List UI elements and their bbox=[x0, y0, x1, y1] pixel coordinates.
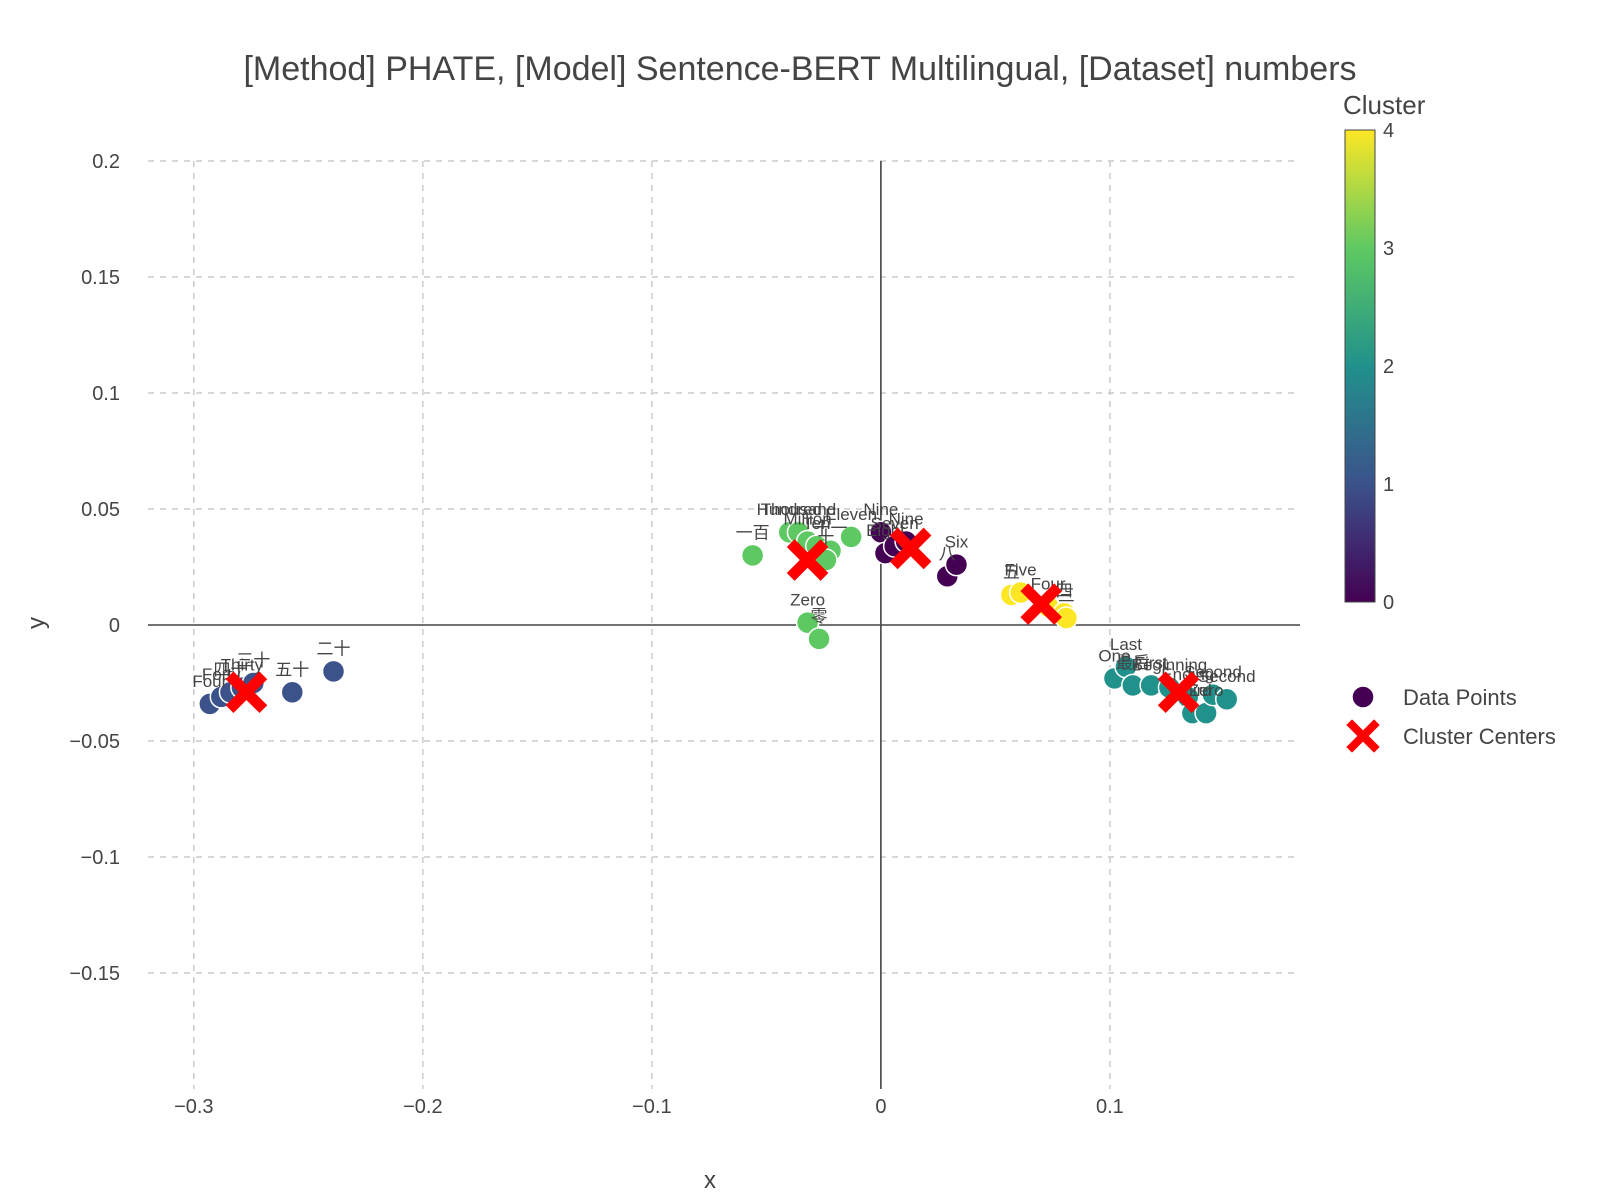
x-axis-title: x bbox=[704, 1167, 716, 1194]
point-label: 四 bbox=[1056, 581, 1073, 600]
point-label: Thirty bbox=[221, 656, 264, 675]
point-label: 零 bbox=[811, 607, 828, 626]
x-tick-label: −0.1 bbox=[632, 1096, 671, 1118]
colorbar-tick-label: 4 bbox=[1383, 120, 1394, 142]
cluster-centers bbox=[225, 527, 1200, 714]
point-label: Last bbox=[1110, 635, 1142, 654]
point-label: 五 bbox=[1003, 563, 1020, 582]
point-label: 四十 bbox=[213, 660, 247, 679]
colorbar-tick-label: 3 bbox=[1383, 238, 1394, 260]
colorbar: Cluster 0 1 2 3 4 bbox=[1343, 90, 1426, 614]
y-axis-title: y bbox=[23, 617, 50, 629]
x-tick-label: −0.2 bbox=[403, 1096, 442, 1118]
data-point[interactable] bbox=[944, 552, 969, 577]
point-label: Five bbox=[1005, 561, 1037, 580]
data-point[interactable] bbox=[795, 610, 820, 635]
x-tick-label: −0.3 bbox=[174, 1096, 213, 1118]
y-tick-label: −0.1 bbox=[81, 847, 120, 869]
colorbar-title: Cluster bbox=[1343, 90, 1426, 120]
y-tick-label: 0.2 bbox=[92, 151, 120, 173]
data-points bbox=[198, 520, 1239, 725]
point-label: Beginning bbox=[1132, 656, 1208, 675]
colorbar-gradient bbox=[1344, 129, 1376, 603]
point-label: 十一 bbox=[813, 519, 847, 538]
cluster-center-marker[interactable] bbox=[1157, 671, 1200, 714]
y-tick-label: 0.1 bbox=[92, 383, 120, 405]
point-label: Four bbox=[192, 672, 227, 691]
data-point[interactable] bbox=[321, 659, 346, 684]
point-label: 一百 bbox=[736, 523, 770, 542]
legend-item-data-points[interactable]: Data Points bbox=[1351, 685, 1517, 710]
cluster-center-marker[interactable] bbox=[225, 671, 268, 714]
grid bbox=[148, 160, 1300, 1089]
point-label: Thousand bbox=[761, 500, 837, 519]
point-label: 二十 bbox=[317, 639, 351, 658]
legend-item-cluster-centers[interactable]: Cluster Centers bbox=[1346, 719, 1556, 753]
legend-label-data-points: Data Points bbox=[1403, 685, 1517, 710]
point-label: Nine bbox=[889, 509, 924, 528]
point-label: Second bbox=[1184, 663, 1242, 682]
point-label: Hundred bbox=[757, 500, 822, 519]
data-point[interactable] bbox=[740, 543, 765, 568]
colorbar-tick-label: 0 bbox=[1383, 592, 1394, 614]
y-axis-ticks: −0.15 −0.1 −0.05 0 0.05 0.1 0.15 0.2 bbox=[69, 151, 120, 985]
x-tick-label: 0.1 bbox=[1096, 1096, 1124, 1118]
point-label: First bbox=[1135, 653, 1168, 672]
point-label: 八 bbox=[939, 544, 956, 563]
cluster-center-marker[interactable] bbox=[786, 539, 829, 581]
point-label: Eleven bbox=[825, 505, 877, 524]
cluster-center-marker[interactable] bbox=[889, 527, 932, 570]
y-tick-label: −0.15 bbox=[69, 963, 120, 985]
point-label: Ten bbox=[803, 514, 830, 533]
point-label: 五十 bbox=[275, 660, 309, 679]
point-label: Six bbox=[945, 533, 969, 552]
x-axis-ticks: −0.3 −0.2 −0.1 0 0.1 bbox=[174, 1096, 1124, 1118]
point-label: 三 bbox=[1058, 586, 1075, 605]
data-point[interactable] bbox=[839, 525, 863, 549]
x-tick-label: 0 bbox=[875, 1096, 886, 1118]
y-tick-label: 0.15 bbox=[81, 267, 120, 289]
y-tick-label: −0.05 bbox=[69, 731, 120, 753]
y-tick-label: 0.05 bbox=[81, 499, 120, 521]
legend: Data Points Cluster Centers bbox=[1346, 685, 1556, 753]
point-label: 三十 bbox=[236, 651, 270, 670]
legend-label-cluster-centers: Cluster Centers bbox=[1403, 724, 1556, 749]
colorbar-tick-label: 2 bbox=[1383, 356, 1394, 378]
legend-marker-data-points bbox=[1351, 685, 1375, 709]
legend-marker-cluster-centers bbox=[1346, 719, 1380, 753]
point-label: Second bbox=[1198, 667, 1256, 686]
point-label: Zero bbox=[790, 591, 825, 610]
point-label: Million bbox=[784, 509, 832, 528]
point-label: Ending bbox=[1161, 665, 1214, 684]
cluster-center-marker[interactable] bbox=[1020, 583, 1062, 625]
point-label: One bbox=[1098, 646, 1130, 665]
point-label: 最后 bbox=[1116, 653, 1150, 672]
chart-title: [Method] PHATE, [Model] Sentence-BERT Mu… bbox=[243, 50, 1356, 88]
y-tick-label: 0 bbox=[109, 615, 120, 637]
data-point[interactable] bbox=[280, 680, 305, 705]
point-label: Nine bbox=[863, 500, 898, 519]
point-label: Zero bbox=[1189, 681, 1224, 700]
data-point[interactable] bbox=[1214, 687, 1239, 711]
data-point[interactable] bbox=[807, 627, 831, 651]
point-label: Seven bbox=[871, 514, 919, 533]
colorbar-tick-label: 1 bbox=[1383, 474, 1394, 496]
colorbar-ticks: 0 1 2 3 4 bbox=[1383, 120, 1394, 614]
